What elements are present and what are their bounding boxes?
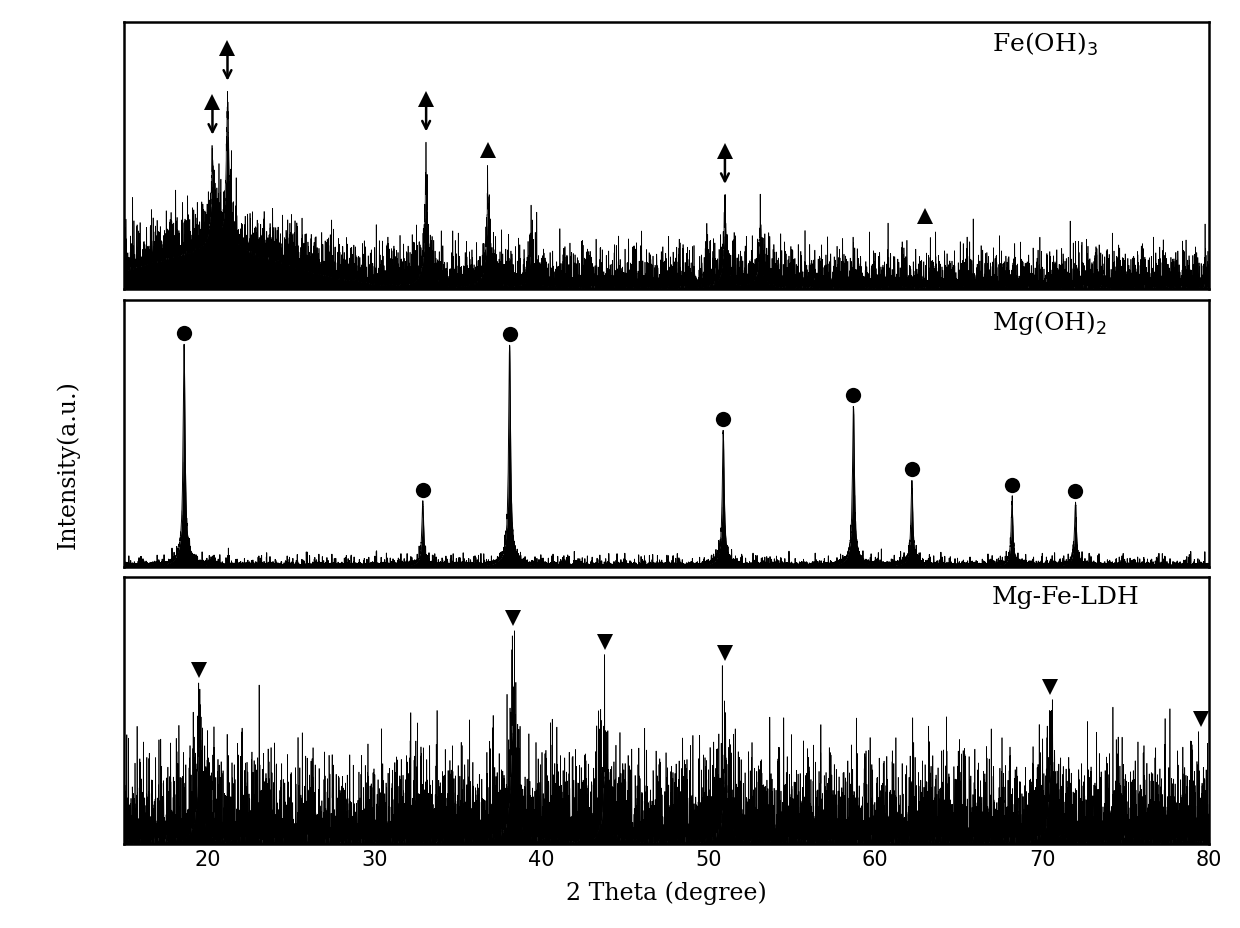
Text: Mg(OH)$_2$: Mg(OH)$_2$ — [992, 308, 1107, 337]
Text: Mg-Fe-LDH: Mg-Fe-LDH — [992, 586, 1140, 609]
Text: Fe(OH)$_3$: Fe(OH)$_3$ — [992, 32, 1097, 58]
X-axis label: 2 Theta (degree): 2 Theta (degree) — [567, 881, 766, 904]
Text: Intensity(a.u.): Intensity(a.u.) — [56, 380, 79, 548]
